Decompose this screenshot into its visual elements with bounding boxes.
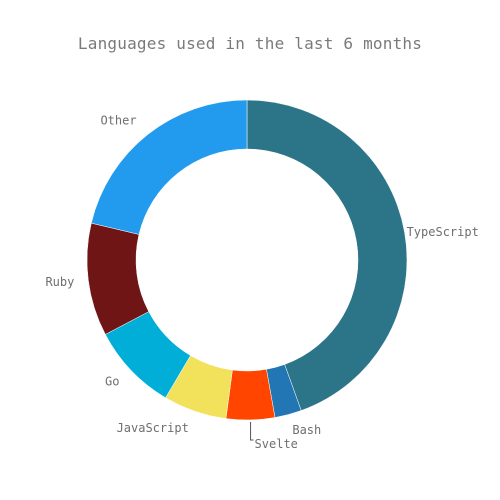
slice-label-bash: Bash	[292, 423, 321, 437]
slice-label-javascript: JavaScript	[117, 421, 189, 435]
slice-typescript[interactable]	[247, 100, 407, 411]
slice-label-ruby: Ruby	[45, 275, 74, 289]
slice-label-go: Go	[105, 374, 119, 388]
slice-svelte[interactable]	[226, 369, 275, 420]
slice-label-typescript: TypeScript	[407, 225, 479, 239]
slice-label-svelte: Svelte	[255, 437, 298, 451]
slice-label-other: Other	[100, 113, 136, 127]
leader-line-svelte	[251, 422, 254, 440]
